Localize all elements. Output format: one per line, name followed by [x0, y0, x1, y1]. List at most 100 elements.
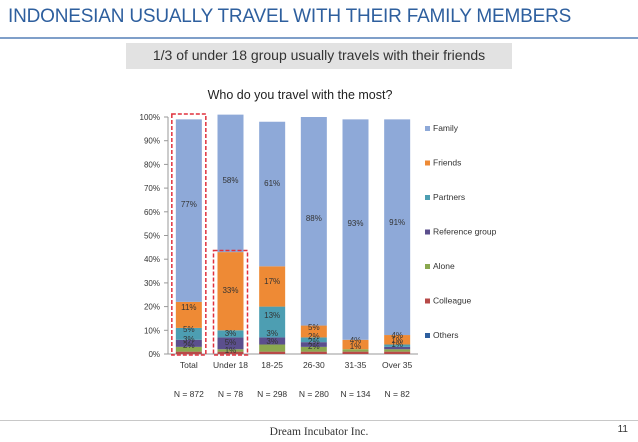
- data-label: 1%: [225, 346, 237, 355]
- y-tick-label: 70%: [144, 184, 160, 193]
- sample-size-label: N = 134: [340, 389, 370, 399]
- stacked-bar-chart: 0% 10% 20% 30% 40% 50% 60% 70% 80% 90% 100% 77% 11% 5…: [140, 113, 497, 399]
- bar-segment-family: [384, 119, 411, 336]
- bar-segment-alone: [384, 349, 411, 352]
- legend-swatch-alone: [425, 264, 430, 269]
- data-label: 3%: [266, 329, 278, 338]
- data-label: 61%: [264, 179, 280, 188]
- legend-swatch-colleague: [425, 298, 430, 304]
- bar-segment-partners: [384, 344, 411, 347]
- y-tick-label: 80%: [144, 160, 160, 169]
- bar-segment-colleague: [259, 351, 286, 354]
- bar-segment-friends: [342, 339, 369, 350]
- bar-segment-family: [300, 117, 327, 326]
- y-tick-label: 60%: [144, 208, 160, 217]
- legend-swatch-family: [425, 126, 430, 131]
- data-label: 58%: [222, 176, 238, 185]
- page-subtitle: 1/3 of under 18 group usually travels wi…: [152, 47, 486, 63]
- data-label: 5%: [308, 323, 320, 332]
- x-tick-label: Total: [180, 360, 198, 370]
- data-label: 3%: [266, 337, 278, 346]
- bar-segment-partners: [217, 330, 244, 338]
- y-tick-label: 90%: [144, 137, 160, 146]
- bar-segment-colleague: [384, 351, 411, 354]
- company-name: Dream Incubator Inc.: [269, 426, 369, 438]
- sample-size-label: N = 280: [299, 389, 329, 399]
- data-label: 2%: [183, 341, 195, 350]
- bar-segment-reference-group: [217, 337, 244, 350]
- data-label: 11%: [181, 303, 196, 312]
- page-number: 11: [617, 424, 628, 435]
- legend-label: Family: [433, 123, 459, 133]
- bar-segment-alone: [217, 349, 244, 352]
- sample-size-label: N = 82: [385, 389, 411, 399]
- legend-label: Reference group: [433, 227, 497, 237]
- bar-segment-colleague: [175, 351, 202, 354]
- data-label: 33%: [222, 286, 238, 295]
- y-tick-label: 50%: [144, 232, 160, 241]
- legend-swatch-reference-group: [425, 229, 430, 235]
- data-label: 2%: [308, 337, 320, 346]
- bar-segment-alone: [175, 346, 202, 352]
- y-tick-label: 30%: [144, 279, 160, 288]
- data-label: 1%: [391, 340, 403, 349]
- bar-segment-friends: [217, 252, 244, 331]
- legend-swatch-partners: [425, 195, 430, 200]
- data-label: 1%: [350, 342, 362, 351]
- data-label: 13%: [264, 311, 280, 320]
- x-tick-label: Over 35: [382, 360, 413, 370]
- data-label: 93%: [347, 219, 363, 228]
- bar-segment-colleague: [342, 351, 369, 354]
- bar-segment-friends: [384, 335, 411, 345]
- highlight-box: [171, 113, 207, 356]
- sample-size-label: N = 872: [174, 389, 204, 399]
- bar-segment-partners: [300, 337, 327, 343]
- bar-segment-reference-group: [384, 346, 411, 350]
- bar-segment-family: [175, 119, 202, 302]
- x-tick-label: Under 18: [213, 360, 248, 370]
- data-label: 5%: [183, 325, 195, 334]
- page-title: INDONESIAN USUALLY TRAVEL WITH THEIR FAM…: [8, 6, 572, 27]
- data-label: 4%: [350, 336, 362, 345]
- data-label: 2%: [308, 342, 320, 351]
- bar-segment-alone: [342, 349, 369, 352]
- data-label: 88%: [306, 214, 322, 223]
- x-tick-label: 26-30: [303, 360, 325, 370]
- legend-label: Alone: [433, 261, 455, 271]
- title-divider: [0, 37, 638, 39]
- data-label: 17%: [264, 277, 280, 286]
- bar-segment-friends: [259, 266, 286, 307]
- bar-segment-reference-group: [259, 337, 286, 345]
- bar-segment-family: [217, 114, 244, 253]
- sample-size-label: N = 298: [257, 389, 287, 399]
- data-label: 77%: [181, 200, 197, 209]
- y-tick-label: 20%: [144, 303, 160, 312]
- highlight-box: [212, 249, 249, 356]
- x-tick-label: 18-25: [261, 360, 283, 370]
- bar-segment-colleague: [300, 351, 327, 354]
- data-label: 3%: [225, 329, 237, 338]
- data-label: 2%: [308, 332, 320, 341]
- bar-segment-colleague: [217, 351, 244, 354]
- bar-segment-friends: [175, 301, 202, 328]
- footer-divider: [0, 420, 638, 421]
- bar-segment-reference-group: [175, 339, 202, 347]
- legend-label: Colleague: [433, 296, 472, 306]
- data-label: 4%: [391, 331, 403, 340]
- data-label: 1%: [391, 336, 403, 345]
- legend-swatch-friends: [425, 160, 430, 166]
- data-label: 5%: [225, 338, 237, 347]
- data-label: 91%: [389, 218, 405, 227]
- x-tick-label: 31-35: [345, 360, 367, 370]
- bar-segment-friends: [300, 325, 327, 338]
- sample-size-label: N = 78: [218, 389, 244, 399]
- bar-segment-alone: [259, 344, 286, 352]
- bar-segment-partners: [175, 327, 202, 340]
- y-tick-label: 10%: [144, 326, 160, 335]
- y-tick-label: 40%: [144, 255, 160, 264]
- data-label: 3%: [183, 335, 195, 344]
- bar-segment-family: [342, 119, 369, 340]
- bar-segment-family: [259, 121, 286, 267]
- chart-title: Who do you travel with the most?: [207, 88, 393, 102]
- legend-label: Friends: [433, 158, 461, 168]
